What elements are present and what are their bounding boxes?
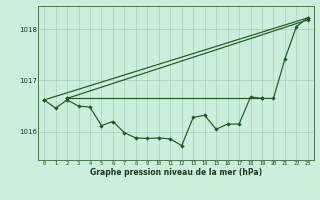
X-axis label: Graphe pression niveau de la mer (hPa): Graphe pression niveau de la mer (hPa) xyxy=(90,168,262,177)
